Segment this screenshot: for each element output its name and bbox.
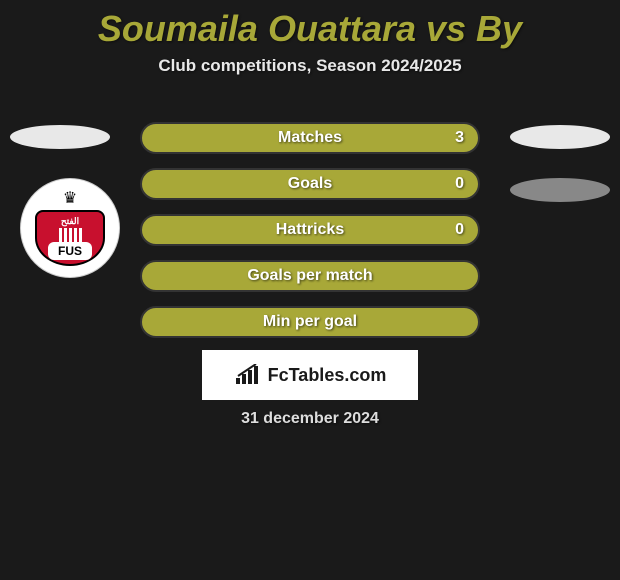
player1-placeholder bbox=[10, 125, 110, 149]
stat-value: 3 bbox=[455, 124, 464, 152]
stat-label: Matches bbox=[142, 124, 478, 152]
stat-label: Goals bbox=[142, 170, 478, 198]
club-badge: ♛ الفتح FUS bbox=[20, 178, 120, 278]
date-line: 31 december 2024 bbox=[0, 410, 620, 428]
stat-row: Goals0 bbox=[140, 168, 480, 200]
stat-label: Goals per match bbox=[142, 262, 478, 290]
subtitle: Club competitions, Season 2024/2025 bbox=[0, 56, 620, 76]
chart-icon bbox=[234, 364, 262, 386]
stat-row: Matches3 bbox=[140, 122, 480, 154]
stat-row: Hattricks0 bbox=[140, 214, 480, 246]
page-title: Soumaila Ouattara vs By bbox=[0, 0, 620, 50]
attribution-text: FcTables.com bbox=[268, 365, 387, 386]
badge-stripes bbox=[59, 228, 82, 242]
badge-top-text: الفتح bbox=[61, 216, 79, 227]
attribution[interactable]: FcTables.com bbox=[202, 350, 418, 400]
badge-shield: الفتح FUS bbox=[35, 210, 105, 266]
badge-bottom-text: FUS bbox=[48, 242, 92, 260]
stat-label: Hattricks bbox=[142, 216, 478, 244]
crown-icon: ♛ bbox=[63, 188, 77, 208]
player2-placeholder-2 bbox=[510, 178, 610, 202]
stat-value: 0 bbox=[455, 170, 464, 198]
stat-value: 0 bbox=[455, 216, 464, 244]
player2-placeholder-1 bbox=[510, 125, 610, 149]
stat-row: Min per goal bbox=[140, 306, 480, 338]
stat-label: Min per goal bbox=[142, 308, 478, 336]
stat-row: Goals per match bbox=[140, 260, 480, 292]
